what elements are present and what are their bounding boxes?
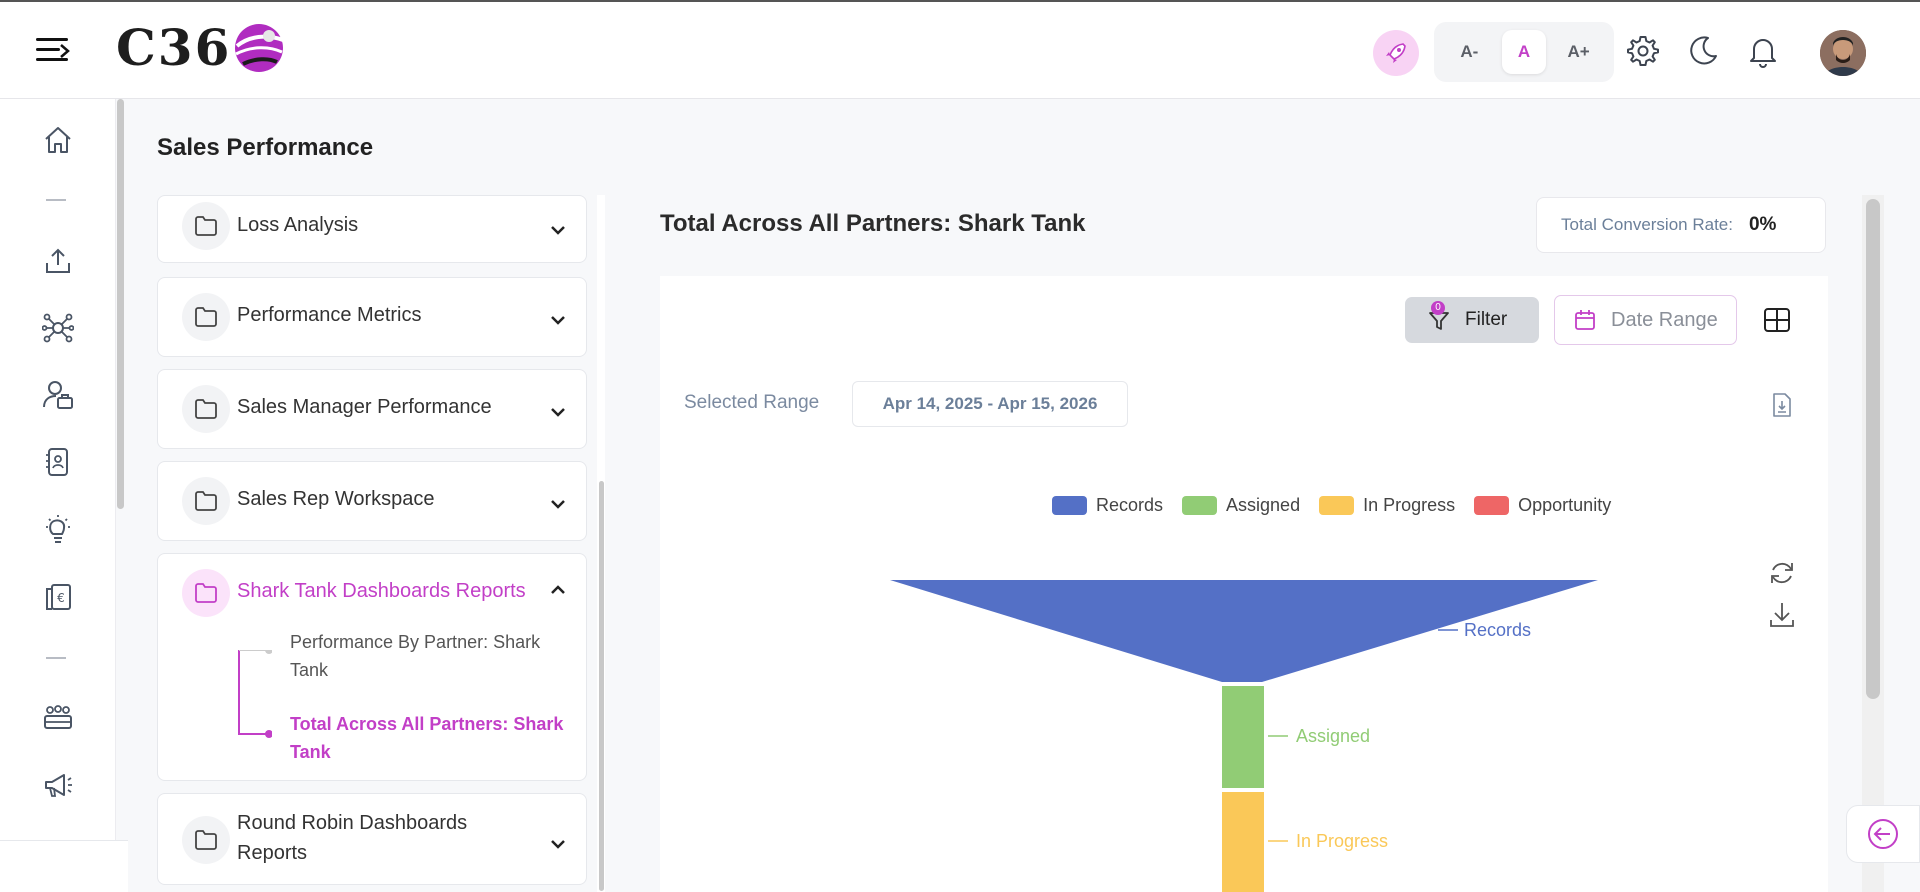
- funnel-label-in-progress: In Progress: [1296, 831, 1388, 851]
- folder-icon: [182, 202, 230, 250]
- folder-icon: [182, 385, 230, 433]
- content-scrollbar[interactable]: [1862, 195, 1884, 892]
- folder-sales-rep-workspace[interactable]: Sales Rep Workspace: [157, 461, 587, 541]
- legend-label: Assigned: [1226, 495, 1301, 515]
- folder-round-robin-dashboards-reports[interactable]: Round Robin Dashboards Reports: [157, 793, 587, 885]
- font-size-controls: A- A A+: [1434, 22, 1614, 82]
- funnel-stage-assigned[interactable]: [1222, 686, 1264, 788]
- legend-item-assigned[interactable]: Assigned: [1182, 495, 1300, 516]
- chart-legend: Records Assigned In Progress Opportunity: [1052, 495, 1630, 516]
- app-logo[interactable]: C36: [116, 18, 285, 78]
- user-avatar[interactable]: [1820, 30, 1866, 76]
- sidebar-divider: [46, 657, 66, 659]
- filter-button[interactable]: 0 Filter: [1405, 297, 1539, 343]
- chevron-up-icon[interactable]: [548, 580, 568, 600]
- moon-icon[interactable]: [1686, 34, 1720, 68]
- folder-icon: [182, 816, 230, 864]
- sidebar-scrollbar[interactable]: [116, 99, 126, 509]
- collapse-panel-button[interactable]: [1846, 805, 1920, 863]
- layout-grid-icon[interactable]: [1762, 305, 1792, 335]
- svg-text:€: €: [57, 591, 65, 605]
- font-increase-button[interactable]: A+: [1567, 42, 1590, 61]
- report-link-performance-by-partner[interactable]: Performance By Partner: Shark Tank: [290, 632, 541, 680]
- date-range-button[interactable]: Date Range: [1554, 295, 1737, 345]
- folder-label: Sales Rep Workspace: [237, 488, 435, 510]
- date-range-label: Date Range: [1611, 308, 1718, 331]
- network-icon[interactable]: [42, 312, 74, 344]
- rocket-icon[interactable]: [1373, 30, 1419, 76]
- gear-icon[interactable]: [1626, 34, 1660, 68]
- receipt-icon[interactable]: €: [42, 581, 74, 613]
- funnel-stage-records[interactable]: [890, 580, 1598, 682]
- funnel-label-assigned: Assigned: [1296, 726, 1370, 746]
- filter-label: Filter: [1465, 309, 1508, 330]
- download-icon[interactable]: [1767, 600, 1797, 630]
- top-header: C36 A- A A+: [0, 2, 1920, 99]
- logo-globe-icon: [235, 24, 285, 72]
- chevron-down-icon[interactable]: [548, 310, 568, 330]
- tree-connector: [238, 650, 272, 738]
- id-badge-icon[interactable]: [42, 446, 74, 478]
- refresh-icon[interactable]: [1767, 558, 1797, 588]
- font-default-button[interactable]: A: [1501, 30, 1546, 74]
- folder-icon: [182, 569, 230, 617]
- megaphone-icon[interactable]: [42, 769, 74, 801]
- folder-label: Round Robin Dashboards Reports: [237, 812, 468, 864]
- conversion-value: 0%: [1748, 214, 1777, 235]
- legend-item-opportunity[interactable]: Opportunity: [1474, 495, 1611, 516]
- chevron-down-icon[interactable]: [548, 402, 568, 422]
- selected-range-label: Selected Range: [684, 392, 820, 413]
- folder-label: Loss Analysis: [237, 214, 359, 236]
- report-title: Total Across All Partners: Shark Tank: [660, 210, 1086, 237]
- sidebar-bottom-panel: [0, 840, 128, 892]
- user-briefcase-icon[interactable]: [42, 379, 74, 411]
- folder-shark-tank-dashboards-reports[interactable]: Shark Tank Dashboards Reports Performanc…: [157, 553, 587, 781]
- funnel-stage-in-progress[interactable]: [1222, 792, 1264, 892]
- legend-label: Records: [1096, 495, 1164, 515]
- funnel-label-records: Records: [1464, 620, 1531, 640]
- sidebar-divider: [46, 199, 66, 201]
- legend-item-in-progress[interactable]: In Progress: [1319, 495, 1455, 516]
- legend-label: In Progress: [1363, 495, 1456, 515]
- folder-icon: [182, 477, 230, 525]
- folder-label: Performance Metrics: [237, 304, 422, 326]
- folder-loss-analysis[interactable]: Loss Analysis: [157, 195, 587, 263]
- selected-range-value: Apr 14, 2025 - Apr 15, 2026: [852, 381, 1128, 427]
- team-icon[interactable]: [42, 702, 74, 734]
- page-title: Sales Performance: [157, 134, 374, 161]
- logo-text: C36: [116, 18, 232, 77]
- total-conversion-rate: Total Conversion Rate: 0%: [1536, 197, 1826, 253]
- upload-icon[interactable]: [42, 245, 74, 277]
- left-sidebar: [0, 99, 116, 892]
- folder-icon: [182, 293, 230, 341]
- legend-swatch: [1182, 496, 1218, 515]
- menu-toggle-icon[interactable]: [34, 34, 70, 68]
- filter-icon: [1429, 312, 1449, 330]
- calendar-icon: [1575, 310, 1595, 330]
- folder-label: Shark Tank Dashboards Reports: [237, 580, 526, 602]
- report-list-scrollbar[interactable]: [597, 195, 605, 892]
- lightbulb-icon[interactable]: [42, 514, 74, 546]
- home-icon[interactable]: [42, 124, 74, 156]
- funnel-chart: Records Assigned In Progress: [890, 580, 1598, 892]
- bell-icon[interactable]: [1746, 34, 1780, 68]
- chevron-down-icon[interactable]: [548, 834, 568, 854]
- chevron-down-icon[interactable]: [548, 220, 568, 240]
- arrow-left-circle-icon: [1868, 819, 1898, 849]
- legend-item-records[interactable]: Records: [1052, 495, 1163, 516]
- legend-swatch: [1319, 496, 1355, 515]
- font-decrease-button[interactable]: A-: [1460, 42, 1479, 61]
- folder-label: Sales Manager Performance: [237, 396, 492, 418]
- folder-sales-manager-performance[interactable]: Sales Manager Performance: [157, 369, 587, 449]
- legend-label: Opportunity: [1518, 495, 1612, 515]
- report-link-total-across-all-partners[interactable]: Total Across All Partners: Shark Tank: [290, 714, 564, 762]
- folder-performance-metrics[interactable]: Performance Metrics: [157, 277, 587, 357]
- conversion-label: Total Conversion Rate:: [1561, 215, 1733, 234]
- legend-swatch: [1474, 496, 1510, 515]
- legend-swatch: [1052, 496, 1087, 515]
- chevron-down-icon[interactable]: [548, 494, 568, 514]
- export-document-icon[interactable]: [1770, 392, 1794, 418]
- filter-count-badge: 0: [1431, 301, 1445, 315]
